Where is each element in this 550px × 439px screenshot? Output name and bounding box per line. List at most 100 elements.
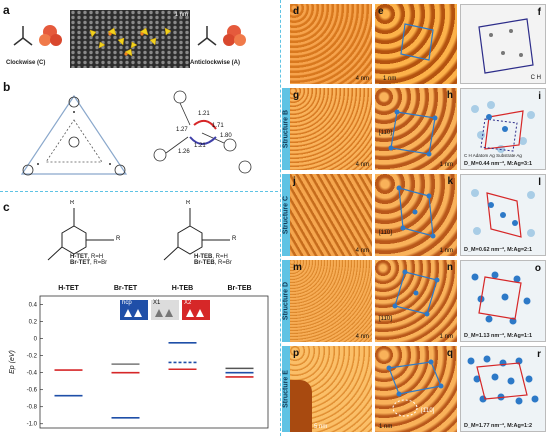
column-divider [280,0,281,436]
mol1-r-top: R [70,200,75,206]
panel-b-bond-structure: 1.21 1.71 1.27 1.80 1.21 1.26 [150,85,260,175]
panel-h-label: h [446,90,453,101]
panel-r-density: D_M=1.77 nm⁻², M:Ag=1:2 [464,423,533,429]
panel-g-scale: 4 nm [355,162,369,168]
panel-k-scale: 1 nm [439,248,453,254]
y-tick-label: -0.6 [27,388,38,394]
panel-k-tag: [11̄0] [379,230,392,236]
legend-x1: X1 [153,300,161,306]
panel-m-scale: 4 nm [355,334,369,340]
panel-e-label: e [378,6,384,17]
category-label: H-TET [58,285,79,292]
panel-l-model: l D_M=0.62 nm⁻², M:Ag=2:1 [460,174,546,256]
panel-i-density: D_M=0.44 nm⁻², M:Ag=3:1 [464,161,533,167]
legend-hcp: hcp [122,300,132,306]
bond-label-5: 1.21 [194,143,206,149]
panel-q-overlay [386,359,444,417]
mol2-caption: H-TEB, R=H Br-TEB, R=Br [194,254,232,266]
mol-3-arm-icon [13,25,62,46]
triangle-network-icon [20,94,128,176]
panel-d-scale: 4 nm [355,76,369,82]
panel-b-label: b [3,80,11,94]
panel-c-mol2: R R [160,200,260,268]
panel-o-model: o D_M=1.13 nm⁻², M:Ag=1:1 [460,260,546,342]
category-label: Br-TEB [227,285,251,292]
panel-k-overlay [396,185,436,239]
panel-h-tag: [11̄0] [379,130,392,136]
panel-k-stm: k [11̄0] 1 nm [375,174,457,256]
panel-i-model: i C H Adatom Ag Substrate Ag D_M=0.44 nm… [460,88,546,170]
y-tick-label: -0.2 [27,354,38,360]
stm-lattice-icon [70,10,190,68]
mol-3-arm-mirror-icon [197,25,246,46]
panel-i-overlay [471,101,535,153]
mol1-r-right: R [116,236,121,242]
structure-c-tab: Structure C [282,174,290,256]
bond-label-6: 1.26 [178,149,190,155]
energy-chart: H-TET Br-TET H-TEB Br-TEB 0.4 0.2 0 -0.2 -0.4 -0.… [0,282,278,434]
panel-r-label: r [537,349,541,360]
panel-i-legend: C H Adatom Ag Substrate Ag [464,153,522,158]
panel-f-model: f C H [460,4,546,84]
panel-a-stm-image: 1 nm [70,10,190,68]
panel-e-stm: e 1 nm [375,4,457,84]
panel-r-model: r D_M=1.77 nm⁻², M:Ag=1:2 [460,346,546,432]
bond-detail-icon [153,90,252,174]
panel-f-label: f [537,7,541,18]
category-label: H-TEB [172,285,193,292]
panel-d-stm: d 4 nm [290,4,372,84]
panel-n-scale: 1 nm [439,334,453,340]
panel-e-scale: 1 nm [383,76,397,82]
y-tick-label: 0 [34,337,38,343]
panel-h-stm: h [11̄0] 1 nm [375,88,457,170]
y-tick-label: 0.4 [29,303,38,309]
panel-e-overlay [400,23,434,61]
panel-i-label: i [538,91,541,102]
panel-o-overlay [471,271,531,325]
panel-g-stm: g 4 nm [290,88,372,170]
panel-a-right-molecule [192,18,252,58]
panel-o-label: o [534,263,541,274]
panel-h-scale: 1 nm [439,162,453,168]
panel-n-stm: n [11̄0] 1 nm [375,260,457,342]
panel-f-overlay [478,18,534,74]
panel-r-overlay [467,355,539,405]
panel-n-tag: [11̄0] [379,316,392,322]
panel-g-label: g [293,90,300,101]
structure-e-tab: Structure E [282,346,290,432]
panel-l-overlay [471,189,535,238]
panel-p-scale: 5 nm [314,424,328,430]
structure-d-tab: Structure D [282,260,290,342]
panel-o-density: D_M=1.13 nm⁻², M:Ag=1:1 [464,333,533,339]
panel-d-label: d [293,6,300,17]
panel-a-scale: 1 nm [174,12,188,18]
panel-b-triangle-structure [14,90,134,180]
panel-q-tag: [1̄10] [421,408,435,414]
panel-q-scale: 1 nm [379,424,393,430]
panel-k-label: k [447,176,453,187]
bond-label-2: 1.71 [212,123,224,129]
panel-c-label: c [3,200,10,214]
panel-a-right-caption: Anticlockwise (A) [190,60,241,66]
energy-chart-svg: H-TET Br-TET H-TEB Br-TEB 0.4 0.2 0 -0.2 -0.4 -0.… [9,285,269,429]
bond-label-3: 1.27 [176,127,188,133]
legend-x2: X2 [184,300,192,306]
y-tick-label: 0.2 [29,320,38,326]
panel-j-stm: j 4 nm [290,174,372,256]
legend-swatches [120,300,210,320]
panel-p-stm: p 5 nm [290,346,372,432]
y-tick-label: -0.4 [27,371,38,377]
panel-h-overlay [388,109,438,157]
y-tick-label: -1.0 [27,422,38,428]
mol2-r-right: R [232,236,237,242]
benzene-structure-icon [163,208,230,261]
panel-q-stm: q [1̄10] 1 nm [375,346,457,432]
panel-p-label: p [293,348,300,359]
chart-frame [39,295,269,429]
category-label: Br-TET [114,285,138,292]
panel-n-label: n [446,262,453,273]
panel-j-label: j [293,176,296,187]
y-axis-label: Ep (eV) [9,350,16,374]
panel-m-stm: m 4 nm [290,260,372,342]
bond-label-1: 1.21 [198,111,210,117]
